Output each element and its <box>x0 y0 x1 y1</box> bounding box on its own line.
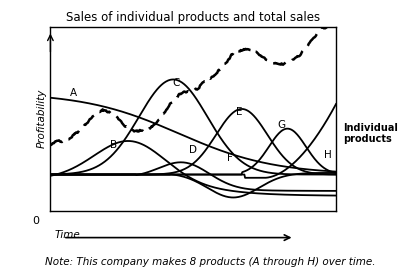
Text: F: F <box>227 153 233 163</box>
Text: H: H <box>323 150 331 160</box>
Text: Time: Time <box>55 230 80 240</box>
Text: C: C <box>172 78 180 88</box>
Text: Note: This company makes 8 products (A through H) over time.: Note: This company makes 8 products (A t… <box>45 257 375 267</box>
Text: Total
Company: Total Company <box>0 269 1 270</box>
Text: G: G <box>278 120 286 130</box>
Text: A: A <box>70 87 77 97</box>
Text: B: B <box>110 140 117 150</box>
Text: Individual
products: Individual products <box>343 123 398 144</box>
Title: Sales of individual products and total sales: Sales of individual products and total s… <box>66 11 320 25</box>
Text: D: D <box>189 145 197 155</box>
Text: E: E <box>236 107 242 117</box>
Text: 0: 0 <box>32 216 39 226</box>
Y-axis label: Profitability: Profitability <box>36 89 46 148</box>
